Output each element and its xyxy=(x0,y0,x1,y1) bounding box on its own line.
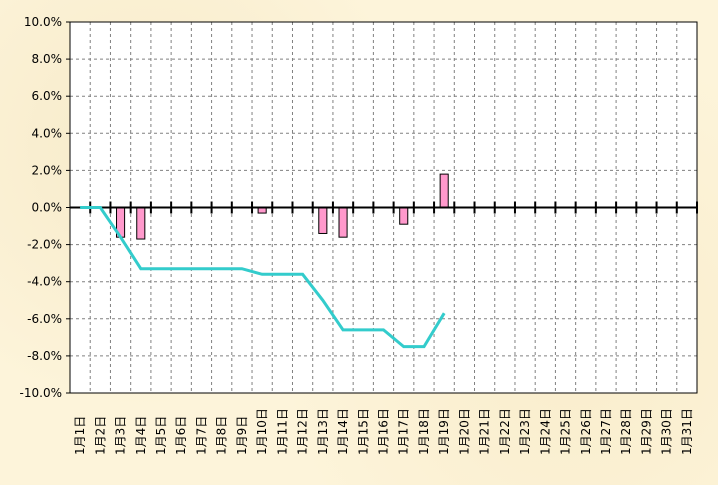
x-tick-label: 1月30日 xyxy=(660,408,674,455)
x-tick-label: 1月21日 xyxy=(478,408,492,455)
bar xyxy=(439,173,449,208)
x-tick-label: 1月22日 xyxy=(498,408,512,455)
x-tick-label: 1月9日 xyxy=(235,416,249,455)
x-tick-label: 1月13日 xyxy=(316,408,330,455)
x-tick-label: 1月8日 xyxy=(215,416,229,455)
x-tick-label: 1月20日 xyxy=(457,408,471,455)
x-tick-label: 1月25日 xyxy=(559,408,573,455)
x-tick-label: 1月15日 xyxy=(356,408,370,455)
x-tick-label: 1月3日 xyxy=(114,416,128,455)
x-tick-label: 1月10日 xyxy=(255,408,269,455)
x-tick-label: 1月14日 xyxy=(336,408,350,455)
y-tick-label: -4.0% xyxy=(27,275,62,289)
x-tick-label: 1月28日 xyxy=(619,408,633,455)
y-tick-label: -8.0% xyxy=(27,349,62,363)
x-tick-label: 1月1日 xyxy=(73,416,87,455)
x-tick-label: 1月11日 xyxy=(275,408,289,455)
x-tick-label: 1月12日 xyxy=(296,408,310,455)
x-tick-label: 1月2日 xyxy=(93,416,107,455)
x-tick-label: 1月6日 xyxy=(174,416,188,455)
bar xyxy=(318,207,328,234)
x-tick-label: 1月24日 xyxy=(538,408,552,455)
x-tick-label: 1月4日 xyxy=(134,416,148,455)
y-tick-label: -6.0% xyxy=(27,312,62,326)
y-tick-label: 2.0% xyxy=(32,163,63,177)
x-tick-label: 1月23日 xyxy=(518,408,532,455)
x-tick-label: 1月7日 xyxy=(194,416,208,455)
x-tick-label: 1月19日 xyxy=(437,408,451,455)
bar xyxy=(136,207,146,240)
x-tick-label: 1月17日 xyxy=(397,408,411,455)
bar xyxy=(338,207,348,238)
x-tick-label: 1月31日 xyxy=(680,408,694,455)
y-tick-label: 8.0% xyxy=(32,52,63,66)
bar xyxy=(399,207,409,225)
y-tick-label: 6.0% xyxy=(32,89,63,103)
cumulative-line xyxy=(80,206,446,349)
x-tick-label: 1月5日 xyxy=(154,416,168,455)
y-tick-label: 4.0% xyxy=(32,126,63,140)
y-tick-label: 0.0% xyxy=(32,201,63,215)
x-tick-label: 1月26日 xyxy=(579,408,593,455)
x-tick-label: 1月27日 xyxy=(599,408,613,455)
x-tick-label: 1月29日 xyxy=(639,408,653,455)
y-tick-label: -2.0% xyxy=(27,238,62,252)
x-tick-label: 1月16日 xyxy=(377,408,391,455)
y-tick-label: -10.0% xyxy=(20,386,62,400)
y-tick-label: 10.0% xyxy=(24,15,62,29)
x-tick-label: 1月18日 xyxy=(417,408,431,455)
